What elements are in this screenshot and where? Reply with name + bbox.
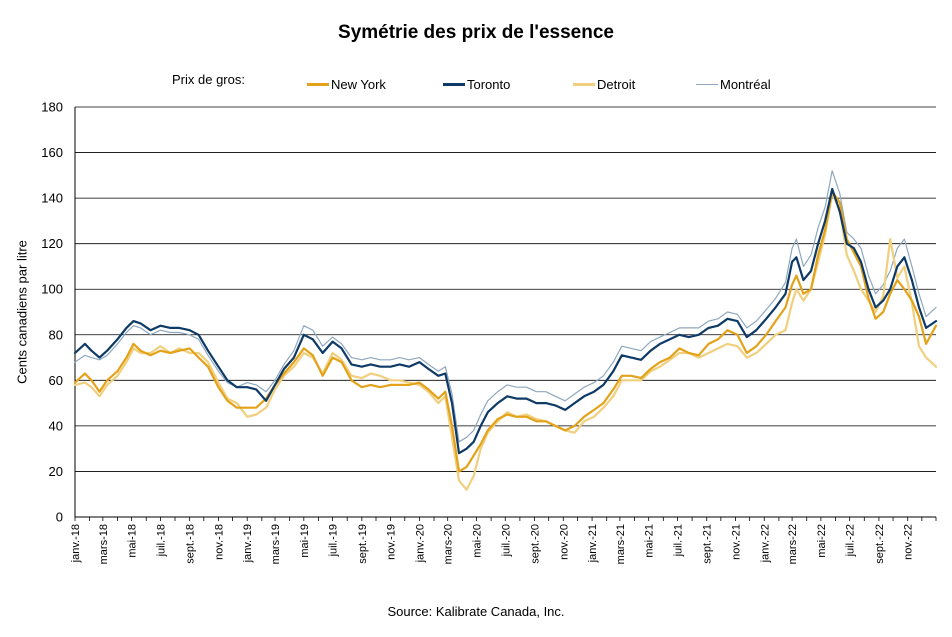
x-tick-label: sept.-19 <box>357 524 369 564</box>
x-tick-label: janv.-21 <box>587 524 599 563</box>
legend-item-montreal: Montréal <box>696 77 771 92</box>
x-tick-label: sept.-22 <box>874 524 886 564</box>
y-tick-label: 120 <box>41 236 63 251</box>
x-tick-label: nov.-19 <box>386 524 398 560</box>
y-tick-label: 40 <box>49 418 63 433</box>
x-tick-label: juil.-19 <box>328 524 340 557</box>
y-tick-label: 80 <box>49 327 63 342</box>
y-tick-label: 140 <box>41 191 63 206</box>
x-tick-label: mai-20 <box>471 524 483 558</box>
x-tick-label: juil.-21 <box>672 524 684 557</box>
x-tick-label: nov.-21 <box>730 524 742 560</box>
y-tick-label: 0 <box>56 510 63 525</box>
y-tick-label: 100 <box>41 282 63 297</box>
x-tick-label: mai-19 <box>299 524 311 558</box>
legend-item-new-york: New York <box>307 77 386 92</box>
x-tick-label: mars-21 <box>615 524 627 564</box>
series-line-toronto <box>73 187 938 455</box>
x-tick-label: janv.-19 <box>242 524 254 563</box>
x-tick-label: nov.-18 <box>213 524 225 560</box>
y-tick-label: 60 <box>49 373 63 388</box>
x-tick-label: mars-18 <box>98 524 110 564</box>
source-note: Source: Kalibrate Canada, Inc. <box>387 604 565 619</box>
x-tick-label: janv.-18 <box>70 524 82 563</box>
x-tick-label: mars-20 <box>443 524 455 564</box>
x-tick-label: juil.-18 <box>155 524 167 557</box>
chart-title: Symétrie des prix de l'essence <box>338 22 614 43</box>
x-tick-label: sept.-21 <box>702 524 714 564</box>
x-tick-label: sept.-18 <box>185 524 197 564</box>
x-tick-label: juil.-20 <box>500 524 512 557</box>
x-tick-label: mars-22 <box>787 524 799 564</box>
legend-swatch-toronto <box>443 83 465 87</box>
series-line-detroit <box>73 192 938 491</box>
x-tick-label: mai-22 <box>816 524 828 558</box>
x-tick-label: mai-21 <box>644 524 656 558</box>
x-tick-label: nov.-22 <box>903 524 915 560</box>
y-tick-label: 160 <box>41 145 63 160</box>
legend-label-detroit: Detroit <box>597 77 636 92</box>
x-tick-label: sept.-20 <box>530 524 542 564</box>
x-tick-label: janv.-20 <box>414 524 426 563</box>
x-tick-label: juil.-22 <box>845 524 857 557</box>
series-line-new-york <box>73 190 938 473</box>
x-tick-label: nov.-20 <box>558 524 570 560</box>
legend-prefix: Prix de gros: <box>172 72 245 87</box>
legend-item-toronto: Toronto <box>443 77 510 92</box>
legend-label-toronto: Toronto <box>467 77 511 92</box>
legend-item-detroit: Detroit <box>573 77 635 92</box>
legend-label-new-york: New York <box>331 77 386 92</box>
legend-swatch-detroit <box>573 83 595 87</box>
series-line-montreal <box>74 170 937 443</box>
x-tick-label: mai-18 <box>127 524 139 558</box>
x-tick-label: janv.-22 <box>759 524 771 563</box>
legend-swatch-new-york <box>307 83 329 87</box>
x-tick-label: mars-19 <box>270 524 282 564</box>
y-tick-label: 180 <box>41 100 63 115</box>
legend-swatch-montreal <box>696 84 718 86</box>
y-tick-label: 20 <box>49 464 63 479</box>
legend-label-montreal: Montréal <box>720 77 771 92</box>
